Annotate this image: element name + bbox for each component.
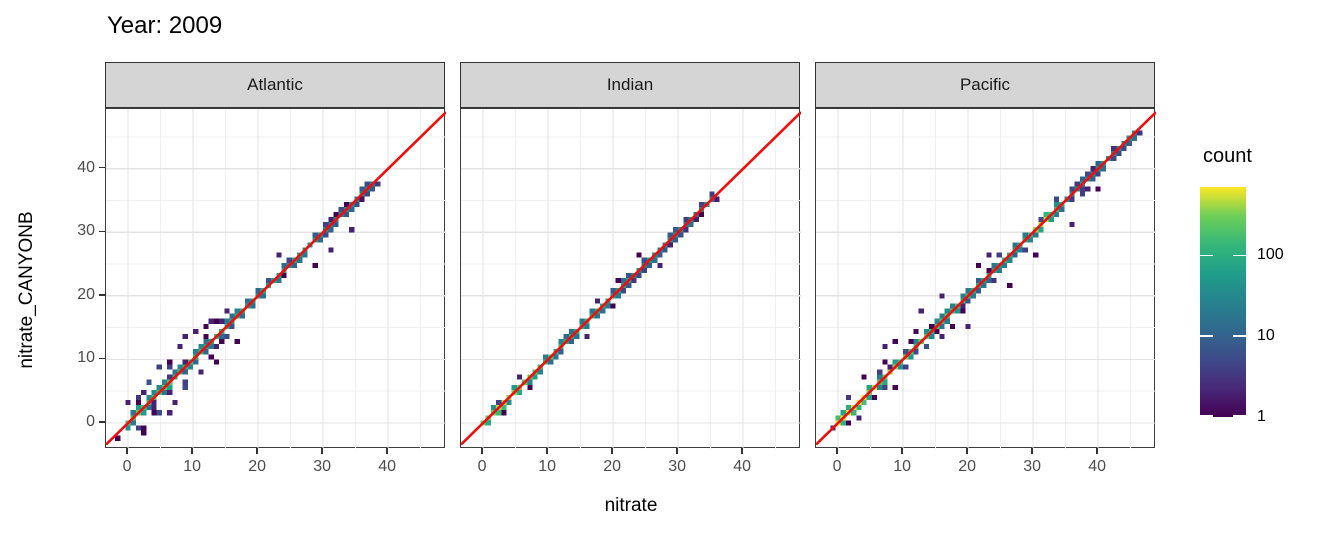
- x-axis-tick-mark: [676, 448, 678, 454]
- x-axis-tick-mark: [546, 448, 548, 454]
- x-axis-tick-mark: [386, 448, 388, 454]
- x-axis-tick-label: 40: [1088, 458, 1107, 475]
- x-axis-tick-label: 30: [668, 458, 687, 475]
- legend-title: count: [1203, 145, 1252, 167]
- x-axis-tick-label: 0: [477, 458, 487, 475]
- x-axis-tick-label: 20: [248, 458, 267, 475]
- plot-panel: [815, 108, 1156, 449]
- facet-strip: Pacific: [815, 62, 1155, 108]
- x-axis-tick-mark: [611, 448, 613, 454]
- y-axis-tick-label: 20: [77, 285, 95, 303]
- legend-colorbar: [1200, 187, 1246, 417]
- x-axis-tick-mark: [901, 448, 903, 454]
- legend-tick-label: 10: [1257, 327, 1275, 345]
- facet-atlantic: Atlantic: [105, 62, 446, 449]
- x-axis-tick-label: 40: [733, 458, 752, 475]
- y-axis-tick-mark: [99, 230, 105, 233]
- y-axis-tick-mark: [99, 166, 105, 169]
- x-axis-tick-mark: [836, 448, 838, 454]
- legend-tick-mark: [1200, 415, 1213, 417]
- x-axis-tick-mark: [1031, 448, 1033, 454]
- x-axis-tick-label: 40: [378, 458, 397, 475]
- facet-indian: Indian: [460, 62, 801, 449]
- count-bins: [115, 181, 381, 441]
- x-axis-tick-label: 20: [958, 458, 977, 475]
- x-axis-tick-mark: [481, 448, 483, 454]
- facet-strip-label: Pacific: [959, 75, 1011, 94]
- identity-reference-line: [816, 111, 1156, 446]
- facet-pacific: Pacific: [815, 62, 1156, 449]
- legend-tick-mark: [1233, 254, 1246, 257]
- facet-strip: Indian: [460, 62, 800, 108]
- x-axis-tick-mark: [256, 448, 258, 454]
- legend-tick-mark: [1233, 415, 1246, 417]
- plot-panel: [105, 108, 446, 449]
- x-axis-tick-mark: [1096, 448, 1098, 454]
- facet-strip-label: Indian: [606, 75, 654, 94]
- grid-minor: [461, 109, 801, 449]
- legend-tick-label: 100: [1257, 246, 1284, 264]
- legend-tick-mark: [1200, 254, 1213, 257]
- x-axis-tick-mark: [321, 448, 323, 454]
- x-axis-tick-mark: [191, 448, 193, 454]
- identity-reference-line: [461, 111, 801, 446]
- legend-tick-label: 1: [1257, 408, 1266, 425]
- legend-tick-mark: [1233, 335, 1246, 337]
- legend-tick-mark: [1200, 335, 1213, 337]
- x-axis-tick-label: 30: [313, 458, 332, 475]
- x-axis-tick-label: 0: [832, 458, 842, 475]
- x-axis-tick-label: 30: [1023, 458, 1042, 475]
- y-axis-tick-label: 10: [77, 349, 95, 367]
- x-axis-tick-label: 10: [893, 458, 912, 475]
- y-axis-title: nitrate_CANYONB: [16, 211, 37, 369]
- y-axis-tick-label: 30: [77, 222, 95, 240]
- x-axis-tick-label: 20: [603, 458, 622, 475]
- y-axis-tick-mark: [99, 294, 105, 296]
- plot-panel: [460, 108, 801, 449]
- x-axis-tick-mark: [126, 448, 128, 454]
- x-axis-title: nitrate: [604, 495, 658, 516]
- x-axis-tick-label: 0: [122, 458, 132, 475]
- x-axis-tick-label: 10: [183, 458, 202, 475]
- y-axis-tick-mark: [99, 421, 105, 423]
- grid-major: [106, 109, 446, 449]
- plot-title: Year: 2009: [107, 12, 223, 39]
- identity-reference-line: [106, 111, 446, 446]
- y-axis-tick-label: 0: [86, 412, 95, 430]
- y-axis-tick-label: 40: [77, 158, 95, 176]
- facet-strip: Atlantic: [105, 62, 445, 108]
- x-axis-tick-label: 10: [538, 458, 557, 475]
- x-axis-tick-mark: [741, 448, 743, 454]
- y-axis-tick-mark: [99, 357, 105, 360]
- facet-strip-label: Atlantic: [247, 75, 303, 94]
- x-axis-tick-mark: [966, 448, 968, 454]
